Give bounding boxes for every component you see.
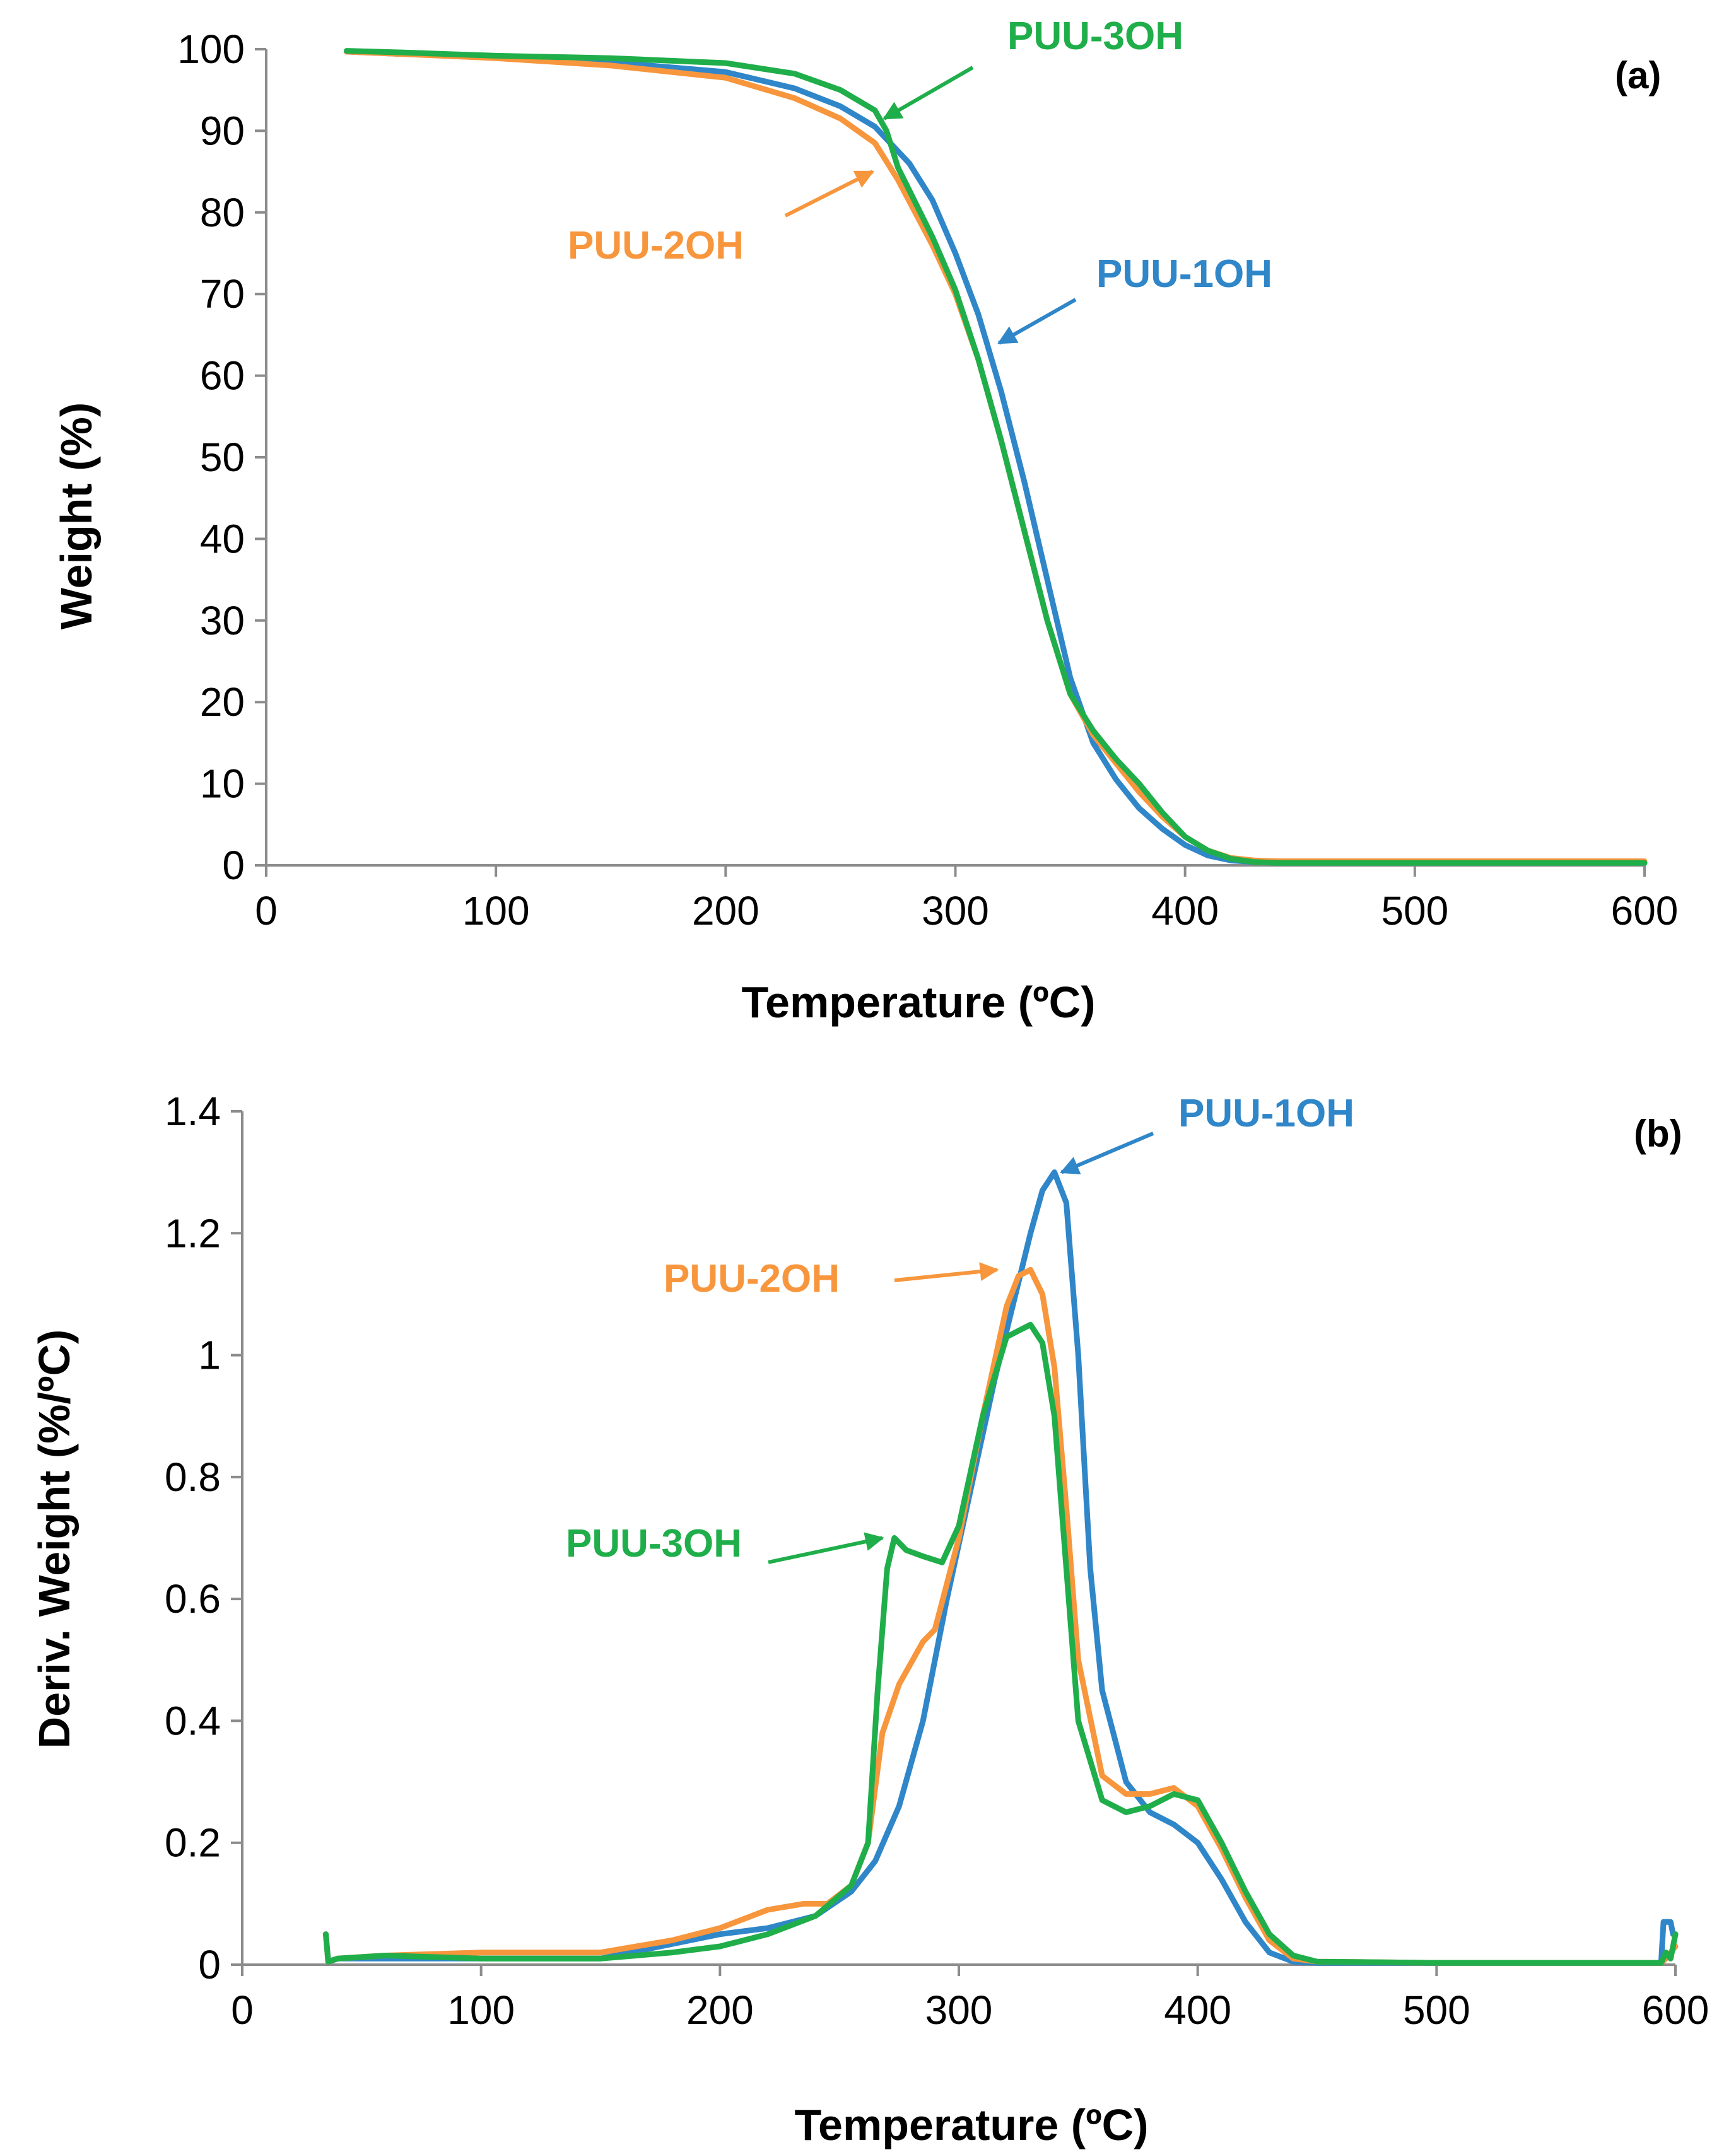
panel-b-callout-label: PUU-2OH: [664, 1257, 840, 1301]
panel-b-x-tick-label: 600: [1642, 1987, 1710, 2033]
panel-a-y-tick-label: 30: [200, 598, 245, 643]
panel-b-x-ticks: 0 100 200 300 400 500 600: [231, 1965, 1709, 2033]
panel-a-series: [344, 48, 1648, 866]
panel-b-y-tick-label: 0.4: [165, 1698, 221, 1743]
panel-b-tag: (b): [1634, 1113, 1682, 1155]
panel-b-series-puu-2oh: [323, 1266, 1679, 1966]
panel-b-callout-label: PUU-3OH: [566, 1522, 742, 1565]
panel-a-x-tick-label: 0: [255, 888, 278, 933]
panel-b-callout-arrow: [1060, 1132, 1154, 1174]
panel-b-y-tick-label: 0.2: [165, 1820, 221, 1866]
panel-a-y-tick-label: 60: [200, 353, 245, 399]
panel-a-y-ticks: 0 10 20 30 40 50 60 70 80 90 100: [177, 26, 266, 888]
panel-b-y-tick-label: 0: [198, 1942, 221, 1987]
panel-b-x-tick-label: 500: [1403, 1987, 1470, 2033]
panel-a-x-tick-label: 300: [922, 888, 989, 933]
panel-a-callout-arrow: [997, 298, 1077, 345]
panel-a-y-tick-label: 40: [200, 516, 245, 561]
panel-a-y-tick-label: 70: [200, 271, 245, 317]
panel-b-y-ticks: 0 0.2 0.4 0.6 0.8 1 1.2 1.4: [165, 1089, 242, 1987]
panel-b-callouts: PUU-1OH PUU-2OH PUU-3OH: [566, 1092, 1354, 1565]
panel-b-y-tick-label: 1.4: [165, 1089, 221, 1134]
panel-b-x-tick-label: 0: [231, 1987, 254, 2033]
panel-a-callout-label: PUU-3OH: [1007, 15, 1183, 58]
panel-a-axes: [265, 49, 1645, 867]
panel-b-x-tick-label: 100: [447, 1987, 515, 2033]
panel-a-x-tick-label: 100: [462, 888, 530, 933]
panel-a-series-puu-3oh: [344, 48, 1648, 866]
panel-a-y-tick-label: 50: [200, 435, 245, 480]
panel-a-callout-label: PUU-2OH: [568, 224, 744, 267]
panel-a-callout-arrow: [883, 66, 974, 120]
panel-b-series-puu-3oh: [323, 1321, 1679, 1966]
panel-a-y-axis-label: Weight (%): [52, 402, 101, 629]
panel-a-x-tick-label: 500: [1381, 888, 1448, 933]
panel-b-y-tick-label: 1: [198, 1333, 221, 1378]
panel-a-y-tick-label: 80: [200, 190, 245, 235]
panel-b-x-tick-label: 200: [686, 1987, 754, 2033]
panel-b-chart: 0 100 200 300 400 500 600 0 0.2 0.4 0.6 0.8 1 1.2 1.4…: [30, 1089, 1709, 2149]
panel-a-x-axis-label: Temperature (ºC): [741, 978, 1095, 1027]
panel-a-callout-label: PUU-1OH: [1096, 252, 1272, 296]
panel-a-y-tick-label: 20: [200, 679, 245, 725]
panel-b-series-puu-1oh: [323, 1169, 1679, 1966]
panel-a-y-tick-label: 100: [177, 26, 245, 72]
panel-a-y-tick-label: 10: [200, 761, 245, 807]
panel-b-x-axis-label: Temperature (ºC): [794, 2100, 1148, 2149]
panel-b-x-tick-label: 300: [925, 1987, 993, 2033]
panel-b-callout-arrow: [894, 1262, 999, 1282]
panel-a-x-tick-label: 600: [1611, 888, 1679, 933]
panel-b-callout-label: PUU-1OH: [1178, 1092, 1354, 1135]
panel-a-callouts: PUU-3OH PUU-2OH PUU-1OH: [568, 15, 1272, 345]
panel-a-y-tick-label: 0: [222, 843, 245, 888]
panel-a-callout-arrow: [784, 170, 875, 218]
panel-b-y-tick-label: 0.6: [165, 1576, 221, 1622]
panel-b-y-axis-label: Deriv. Weight (%/ºC): [30, 1330, 79, 1749]
panel-a-x-tick-label: 200: [692, 888, 760, 933]
panel-a-x-tick-label: 400: [1151, 888, 1219, 933]
panel-b-series: [323, 1169, 1679, 1966]
panel-a-y-tick-label: 90: [200, 108, 245, 153]
panel-b-y-tick-label: 1.2: [165, 1210, 221, 1256]
panel-a-series-puu-2oh: [344, 49, 1648, 864]
panel-b-callout-arrow: [768, 1532, 884, 1564]
panel-a-series-puu-1oh: [344, 49, 1648, 866]
panel-b-y-tick-label: 0.8: [165, 1454, 221, 1500]
panel-a-tag: (a): [1615, 54, 1661, 96]
panel-a-x-ticks: 0 100 200 300 400 500 600: [255, 865, 1678, 933]
panel-a-chart: 0 100 200 300 400 500 600 0 10 20 30 40 50 60 70 80 90 1…: [52, 15, 1678, 1027]
panel-b-x-tick-label: 400: [1164, 1987, 1231, 2033]
